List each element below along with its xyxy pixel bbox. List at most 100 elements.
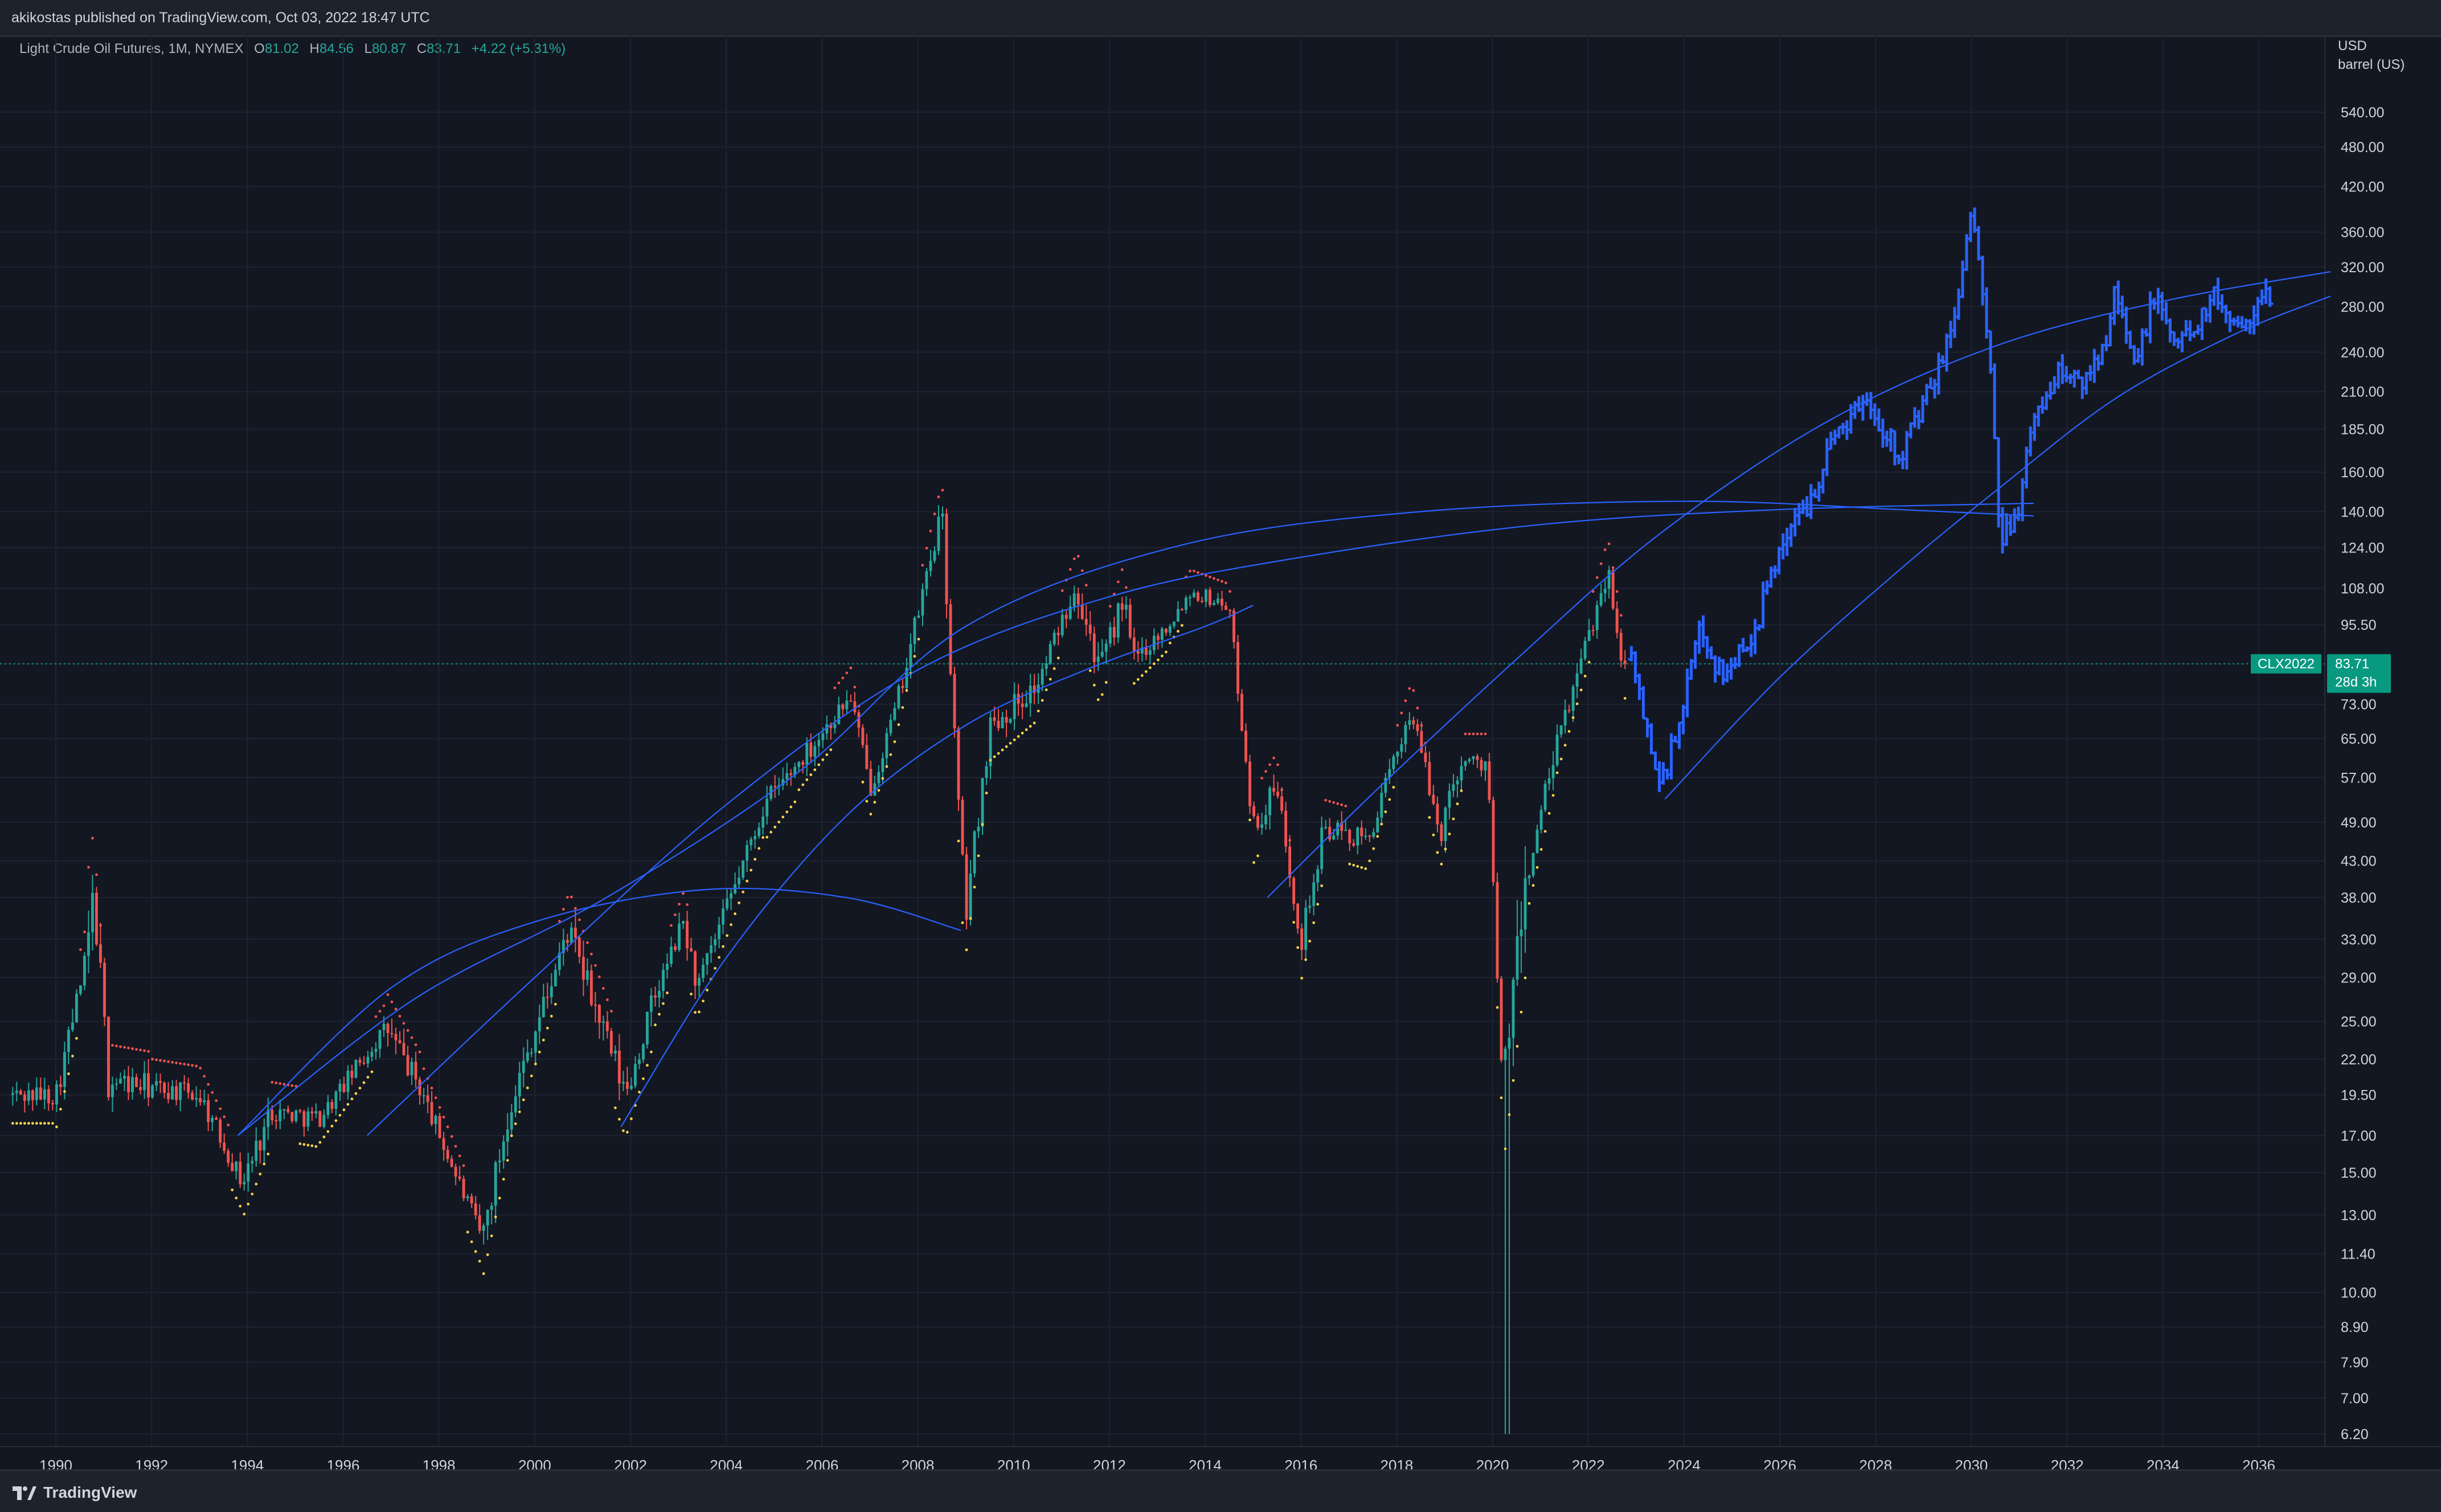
candle xyxy=(1396,751,1399,764)
candle xyxy=(581,940,585,997)
candle xyxy=(861,724,865,748)
sar-dot xyxy=(135,1048,138,1051)
high-label: H xyxy=(309,41,320,56)
sar-dot xyxy=(706,989,708,991)
price-tick-label: 57.00 xyxy=(2341,770,2377,786)
candle xyxy=(1236,634,1239,702)
sar-dot xyxy=(1344,804,1348,808)
candle xyxy=(1176,601,1179,622)
time-tick-label: 2030 xyxy=(1955,1457,1988,1469)
sar-dot xyxy=(1476,732,1479,736)
candle-body xyxy=(613,1050,617,1054)
sar-dot xyxy=(698,1010,701,1014)
sar-dot xyxy=(11,1122,14,1125)
sar-dot xyxy=(454,1145,457,1148)
candle xyxy=(298,1108,302,1114)
candle xyxy=(410,1058,413,1085)
candle xyxy=(694,950,697,999)
candle-body xyxy=(306,1111,310,1127)
candle-body xyxy=(374,1048,378,1052)
time-tick-label: 2012 xyxy=(1093,1457,1126,1469)
candle xyxy=(1539,805,1543,834)
candle-body xyxy=(625,1081,629,1089)
candle-body xyxy=(981,778,984,827)
sar-dot xyxy=(330,1124,334,1128)
candle-body xyxy=(1272,788,1276,792)
candle-body xyxy=(211,1117,214,1122)
sar-dot xyxy=(690,993,693,995)
candle xyxy=(1436,796,1439,833)
sar-dot xyxy=(518,1110,521,1113)
candle xyxy=(1136,641,1140,662)
candle-body xyxy=(686,921,689,949)
price-chart[interactable]: 540.00 480.00 420.00 360.00 320.00 280.00 240.… xyxy=(0,35,2441,1469)
sar-dot xyxy=(945,559,948,562)
candle xyxy=(390,1018,394,1038)
sar-dot xyxy=(734,912,737,915)
projection-bar xyxy=(1723,663,1731,683)
candle xyxy=(346,1065,350,1100)
price-tick-label: 15.00 xyxy=(2341,1165,2377,1181)
candle-body xyxy=(889,720,892,734)
candle xyxy=(498,1149,501,1173)
candle xyxy=(1248,755,1252,814)
candle-body xyxy=(1164,628,1168,633)
candle xyxy=(235,1161,238,1180)
candle xyxy=(593,991,597,1023)
candle xyxy=(905,657,908,693)
candle xyxy=(857,710,861,737)
candle-body xyxy=(1140,647,1144,654)
price-tick-label: 19.50 xyxy=(2341,1088,2377,1104)
sar-dot xyxy=(901,706,904,709)
sar-dot xyxy=(255,1182,258,1186)
candle xyxy=(853,692,857,715)
candle xyxy=(282,1109,286,1120)
projection-bar xyxy=(1680,704,1687,735)
candle-body xyxy=(294,1110,298,1121)
sar-dot xyxy=(139,1048,142,1052)
candle xyxy=(1595,600,1599,639)
candle xyxy=(334,1089,338,1116)
candle-body xyxy=(1100,651,1104,657)
projection-bar xyxy=(2099,343,2106,366)
projection-bar xyxy=(2218,294,2226,313)
candle xyxy=(1009,718,1012,724)
sar-dot xyxy=(642,1077,645,1080)
candle xyxy=(1029,674,1032,717)
price-tick-label: 49.00 xyxy=(2341,815,2377,831)
sar-dot xyxy=(386,993,390,997)
candle-body xyxy=(434,1116,437,1125)
candle-body xyxy=(1076,593,1080,605)
candle-body xyxy=(1300,928,1304,950)
candle xyxy=(1052,629,1056,646)
sar-dot xyxy=(342,1108,346,1112)
candle xyxy=(1256,813,1260,831)
sar-dot xyxy=(179,1062,182,1065)
time-tick-label: 2022 xyxy=(1572,1457,1605,1469)
candle-body xyxy=(426,1095,429,1103)
candle xyxy=(1316,865,1320,891)
tradingview-logo[interactable]: TradingView xyxy=(13,1484,137,1502)
candle xyxy=(139,1079,142,1095)
time-tick-label: 2032 xyxy=(2051,1457,2084,1469)
sar-dot xyxy=(1100,693,1104,696)
candle-body xyxy=(1587,630,1591,641)
candle xyxy=(255,1127,258,1167)
sar-dot xyxy=(31,1122,34,1125)
candle-body xyxy=(726,898,729,909)
symbol-title[interactable]: Light Crude Oil Futures, 1M, NYMEX xyxy=(19,41,244,56)
sar-dot xyxy=(282,1083,286,1086)
candle xyxy=(621,1071,625,1091)
candle xyxy=(1392,754,1395,773)
sar-dot xyxy=(670,924,673,927)
sar-dot xyxy=(1523,976,1527,980)
symbol-tag: CLX2022 xyxy=(2258,657,2315,672)
candle-body xyxy=(107,1017,110,1097)
candle-body xyxy=(993,717,996,721)
candle-body xyxy=(869,769,873,796)
candle xyxy=(1380,783,1383,823)
candle xyxy=(302,1109,306,1137)
sar-dot xyxy=(865,800,869,803)
candle-body xyxy=(15,1091,18,1093)
sar-dot xyxy=(203,1075,206,1078)
